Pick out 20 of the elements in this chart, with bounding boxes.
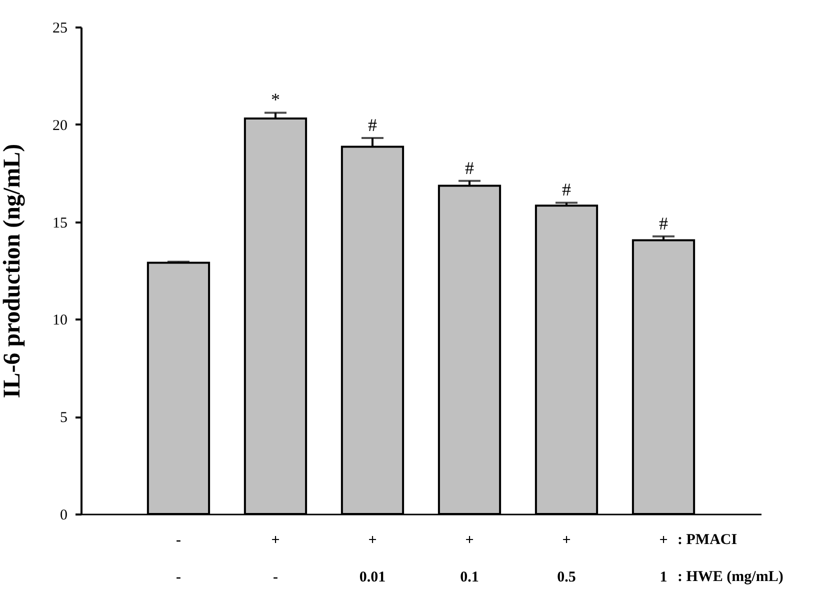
text: : PMACI bbox=[678, 532, 738, 548]
text: : HWE (mg/mL) bbox=[678, 569, 784, 585]
category-label: - - bbox=[176, 532, 181, 586]
y-axis-title: IL-6 production (ng/mL) bbox=[0, 144, 26, 398]
y-tick-label: 5 bbox=[60, 410, 68, 426]
annotation: # bbox=[562, 180, 572, 200]
annotation: # bbox=[659, 213, 668, 234]
category-label: + 1 bbox=[659, 532, 668, 586]
category-label: + 0.1 bbox=[460, 532, 479, 586]
category-label: + - bbox=[271, 532, 280, 586]
y-tick-label: 20 bbox=[52, 118, 68, 134]
y-tick-label: 10 bbox=[52, 312, 68, 329]
y-tick-label: 0 bbox=[60, 508, 68, 524]
annotation: # bbox=[465, 158, 474, 178]
annotation: # bbox=[368, 115, 377, 136]
y-tick-label: 15 bbox=[52, 215, 68, 232]
annotation: * bbox=[270, 90, 280, 110]
category-label: + 0.01 bbox=[359, 532, 386, 586]
y-tick-label: 25 bbox=[52, 20, 68, 36]
category-label: + 0.5 bbox=[557, 532, 576, 586]
